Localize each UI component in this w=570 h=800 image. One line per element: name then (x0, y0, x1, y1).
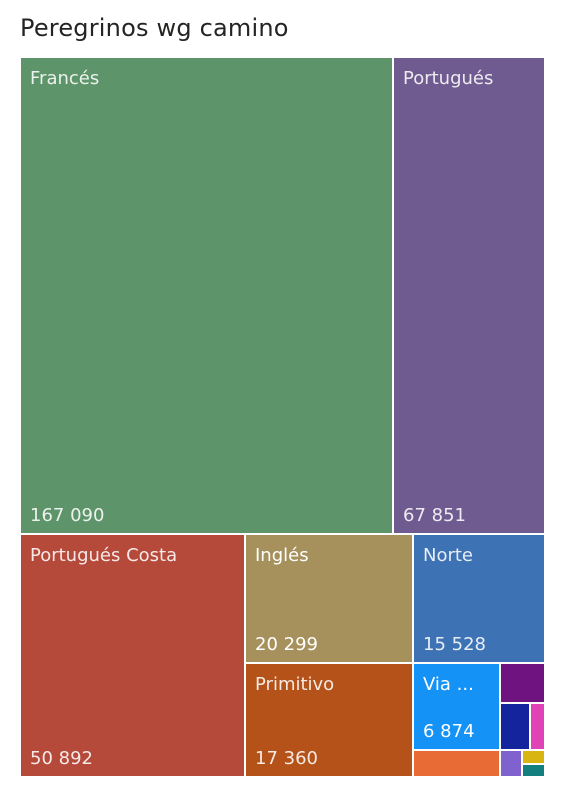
tile-label: Via ... (423, 674, 474, 695)
tile-value: 50 892 (30, 748, 93, 769)
treemap-tile[interactable]: Inglés 20 299 (245, 534, 413, 663)
treemap-tile[interactable] (413, 750, 500, 777)
tile-label: Inglés (255, 545, 309, 566)
tile-label: Norte (423, 545, 474, 566)
tile-value: 17 360 (255, 748, 318, 769)
tile-value: 15 528 (423, 634, 486, 655)
treemap-tile[interactable]: Francés 167 090 (20, 57, 393, 534)
treemap-tile[interactable] (500, 663, 545, 703)
tile-label: Portugués Costa (30, 545, 178, 566)
treemap: Francés 167 090 Portugués 67 851 Portugués C… (20, 57, 545, 777)
tile-value: 167 090 (30, 505, 105, 526)
tile-label: Francés (30, 68, 100, 89)
tile-value: 6 874 (423, 721, 475, 742)
tile-label: Primitivo (255, 674, 335, 695)
treemap-tile[interactable]: Norte 15 528 (413, 534, 545, 663)
treemap-tile[interactable]: Primitivo 17 360 (245, 663, 413, 777)
treemap-tile[interactable] (530, 703, 545, 750)
treemap-tile[interactable] (522, 750, 545, 764)
treemap-tile[interactable] (522, 764, 545, 777)
chart-title: Peregrinos wg camino (20, 14, 289, 42)
tile-label: Portugués (403, 68, 494, 89)
treemap-tile[interactable] (500, 750, 522, 777)
tile-value: 20 299 (255, 634, 318, 655)
treemap-tile[interactable]: Via ... 6 874 (413, 663, 500, 750)
treemap-tile[interactable] (500, 703, 530, 750)
tile-value: 67 851 (403, 505, 466, 526)
treemap-tile[interactable]: Portugués 67 851 (393, 57, 545, 534)
treemap-tile[interactable]: Portugués Costa 50 892 (20, 534, 245, 777)
